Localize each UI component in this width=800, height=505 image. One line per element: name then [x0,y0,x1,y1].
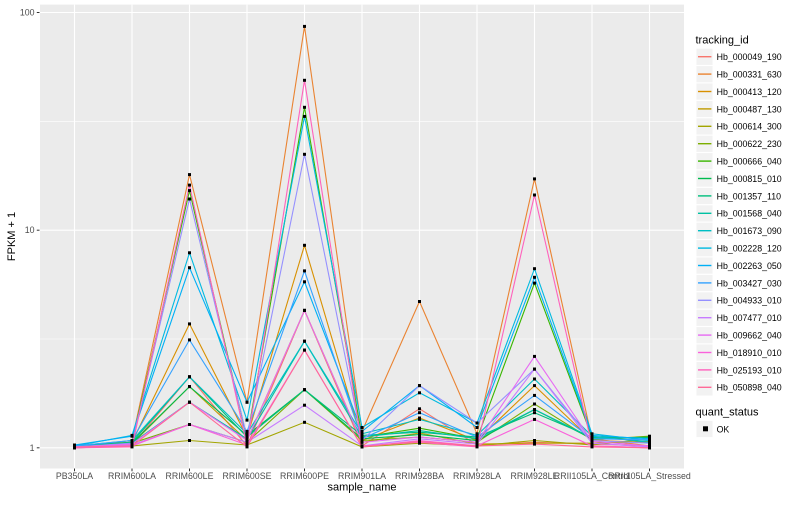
svg-text:RRIM928LA: RRIM928LA [453,471,501,481]
svg-text:Hb_001673_090: Hb_001673_090 [717,226,782,236]
svg-text:1: 1 [30,443,35,453]
svg-text:Hb_009662_040: Hb_009662_040 [717,331,782,341]
svg-text:Hb_000413_120: Hb_000413_120 [717,87,782,97]
svg-text:RRIM600LA: RRIM600LA [108,471,156,481]
svg-text:RRII105LA_Control: RRII105LA_Control [554,471,630,481]
svg-text:Hb_001568_040: Hb_001568_040 [717,209,782,219]
svg-text:100: 100 [20,8,35,18]
svg-text:Hb_003427_030: Hb_003427_030 [717,278,782,288]
svg-text:RRIM928LE: RRIM928LE [511,471,559,481]
svg-text:10: 10 [25,225,35,235]
svg-text:Hb_000815_010: Hb_000815_010 [717,174,782,184]
svg-text:Hb_000331_630: Hb_000331_630 [717,70,782,80]
svg-text:Hb_004933_010: Hb_004933_010 [717,296,782,306]
svg-text:RRIM600LE: RRIM600LE [166,471,214,481]
svg-text:quant_status: quant_status [696,406,759,418]
svg-text:Hb_025193_010: Hb_025193_010 [717,365,782,375]
svg-text:Hb_018910_010: Hb_018910_010 [717,348,782,358]
svg-text:RRII105LA_Stressed: RRII105LA_Stressed [608,471,691,481]
svg-text:Hb_000487_130: Hb_000487_130 [717,104,782,114]
svg-text:tracking_id: tracking_id [696,35,749,47]
svg-text:sample_name: sample_name [327,482,396,494]
svg-text:FPKM + 1: FPKM + 1 [6,212,18,261]
svg-text:RRIM901LA: RRIM901LA [338,471,386,481]
svg-text:Hb_000666_040: Hb_000666_040 [717,157,782,167]
svg-text:RRIM600SE: RRIM600SE [223,471,272,481]
svg-text:Hb_002228_120: Hb_002228_120 [717,244,782,254]
svg-text:Hb_001357_110: Hb_001357_110 [717,191,782,201]
svg-text:Hb_050898_040: Hb_050898_040 [717,383,782,393]
svg-text:RRIM600PE: RRIM600PE [280,471,329,481]
svg-text:Hb_002263_050: Hb_002263_050 [717,261,782,271]
svg-text:Hb_007477_010: Hb_007477_010 [717,313,782,323]
svg-text:Hb_000622_230: Hb_000622_230 [717,139,782,149]
svg-text:OK: OK [717,424,730,434]
svg-text:Hb_000049_190: Hb_000049_190 [717,52,782,62]
svg-text:RRIM928BA: RRIM928BA [395,471,444,481]
svg-text:Hb_000614_300: Hb_000614_300 [717,122,782,132]
svg-text:PB350LA: PB350LA [56,471,93,481]
